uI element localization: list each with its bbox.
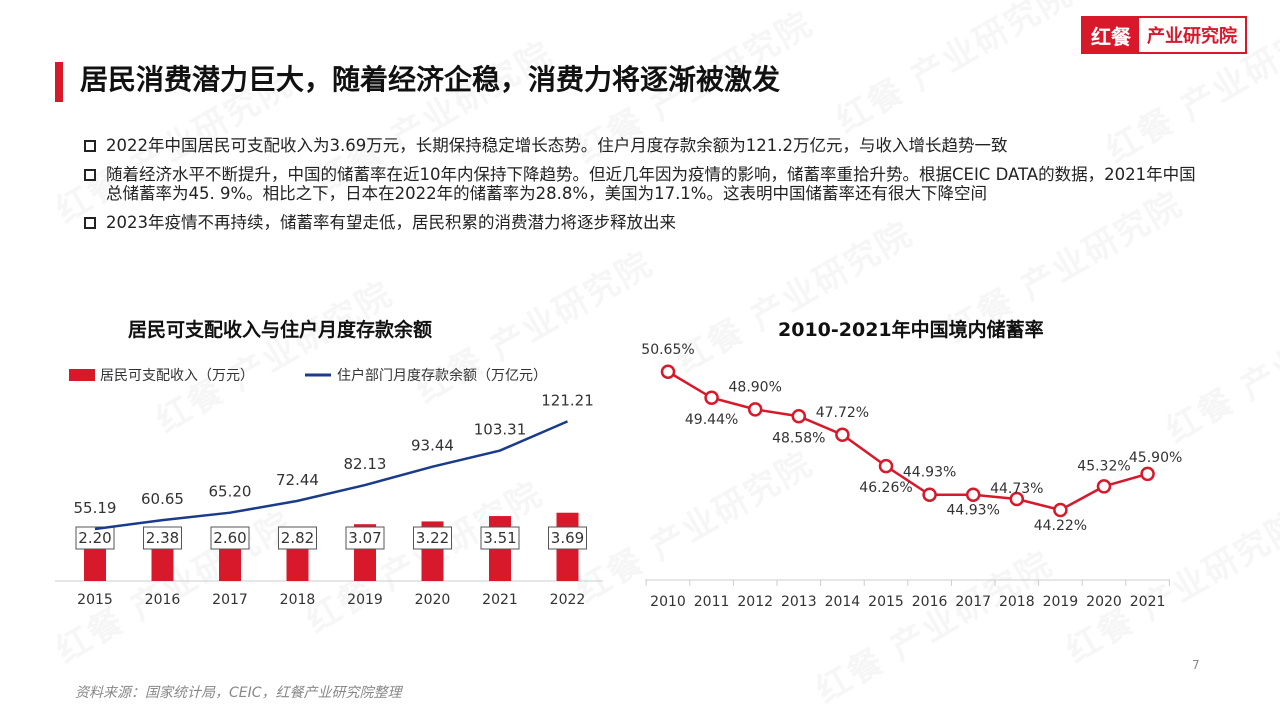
bullet-text: 2023年疫情不再持续，储蓄率有望走低，居民积累的消费潜力将逐步释放出来 xyxy=(106,213,676,232)
x-tick-label: 2015 xyxy=(77,592,113,608)
bar-label-box xyxy=(210,526,250,550)
point-data-label: 44.73% xyxy=(990,481,1043,497)
x-tick-label: 2019 xyxy=(347,592,383,608)
line-data-label: 72.44 xyxy=(276,471,319,489)
x-tick-label: 2017 xyxy=(955,594,991,610)
logo-text: 产业研究院 xyxy=(1139,18,1245,52)
point-data-label: 47.72% xyxy=(816,405,869,421)
line-data-label: 55.19 xyxy=(74,499,117,517)
bullet-text: 2022年中国居民可支配收入为3.69万元，长期保持稳定增长态势。住户月度存款余… xyxy=(106,136,1008,155)
data-point xyxy=(747,402,763,417)
bar-label-box xyxy=(143,526,182,550)
legend-swatch-income xyxy=(69,369,95,381)
line-data-label: 82.13 xyxy=(344,455,387,473)
square-bullet-icon xyxy=(84,140,96,152)
bar-data-label: 3.22 xyxy=(416,529,449,547)
data-point xyxy=(965,487,981,502)
bullet-list: 2022年中国居民可支配收入为3.69万元，长期保持稳定增长态势。住户月度存款余… xyxy=(82,136,1202,242)
page-title: 居民消费潜力巨大，随着经济企稳，消费力将逐渐被激发 xyxy=(80,63,781,96)
bar-data-label: 2.38 xyxy=(146,529,179,547)
data-point xyxy=(704,390,719,406)
line-savings-rate xyxy=(667,370,1148,512)
bar-label-box xyxy=(413,526,452,550)
bar-label-box xyxy=(75,526,115,550)
x-tick-label: 2016 xyxy=(912,594,948,610)
x-tick-label: 2018 xyxy=(280,592,316,608)
bullet-item: 2023年疫情不再持续，储蓄率有望走低，居民积累的消费潜力将逐步释放出来 xyxy=(82,213,1202,232)
bar-label-box xyxy=(345,526,385,550)
bullet-item: 2022年中国居民可支配收入为3.69万元，长期保持稳定增长态势。住户月度存款余… xyxy=(82,136,1202,155)
logo-mark: 红餐 xyxy=(1083,18,1139,52)
point-data-label: 50.65% xyxy=(641,342,694,358)
bar-income xyxy=(84,540,106,581)
data-point xyxy=(660,364,676,380)
bar-data-label: 2.20 xyxy=(78,529,111,547)
x-tick-label: 2012 xyxy=(737,594,773,610)
square-bullet-icon xyxy=(84,169,96,181)
data-point xyxy=(1053,502,1068,518)
data-point xyxy=(878,458,894,474)
title-accent-bar xyxy=(55,62,63,102)
x-tick-label: 2020 xyxy=(415,592,451,608)
x-tick-label: 2019 xyxy=(1043,594,1079,610)
bar-label-box xyxy=(480,526,520,550)
point-data-label: 48.90% xyxy=(729,379,782,395)
brand-logo: 红餐 产业研究院 xyxy=(1081,16,1247,54)
line-data-label: 60.65 xyxy=(141,490,184,508)
bar-data-label: 3.51 xyxy=(483,529,516,547)
point-data-label: 48.58% xyxy=(772,430,825,446)
line-data-label: 121.21 xyxy=(541,391,594,409)
x-tick-label: 2018 xyxy=(999,594,1035,610)
bar-data-label: 3.69 xyxy=(551,529,584,547)
square-bullet-icon xyxy=(84,217,96,229)
x-tick-label: 2010 xyxy=(650,594,686,610)
x-tick-label: 2013 xyxy=(781,594,817,610)
bullet-item: 随着经济水平不断提升，中国的储蓄率在近10年内保持下降趋势。但近几年因为疫情的影… xyxy=(82,165,1202,203)
bar-data-label: 2.82 xyxy=(281,529,314,547)
legend-label-deposit: 住户部门月度存款余额（万亿元） xyxy=(337,367,547,384)
point-data-label: 44.93% xyxy=(947,503,1000,519)
line-data-label: 93.44 xyxy=(411,437,454,455)
source-note: 资料来源：国家统计局，CEIC，红餐产业研究院整理 xyxy=(75,685,402,701)
bar-label-box xyxy=(278,526,317,550)
x-tick-label: 2021 xyxy=(1130,594,1166,610)
x-tick-label: 2011 xyxy=(694,594,730,610)
x-tick-label: 2014 xyxy=(825,594,861,610)
watermark-text: 红餐 产业研究院 xyxy=(829,0,1080,142)
point-data-label: 49.44% xyxy=(685,412,738,428)
x-tick-label: 2020 xyxy=(1086,594,1122,610)
point-data-label: 45.90% xyxy=(1129,450,1182,466)
x-tick-label: 2016 xyxy=(145,592,181,608)
savings-rate-chart: 50.65% 2010 49.44% 2011 48.90% 2012 48.58% 2013… xyxy=(641,342,1182,610)
data-point xyxy=(791,409,807,424)
line-data-label: 103.31 xyxy=(474,421,527,439)
bullet-text: 随着经济水平不断提升，中国的储蓄率在近10年内保持下降趋势。但近几年因为疫情的影… xyxy=(106,165,1196,203)
chart2-title: 2010-2021年中国境内储蓄率 xyxy=(778,319,1044,341)
point-data-label: 44.93% xyxy=(903,465,956,481)
point-data-label: 44.22% xyxy=(1034,518,1087,534)
x-tick-label: 2022 xyxy=(550,592,586,608)
data-point xyxy=(1096,479,1112,494)
data-point xyxy=(1140,466,1155,482)
data-point xyxy=(922,487,937,502)
x-tick-label: 2021 xyxy=(482,592,518,608)
bar-label-box xyxy=(548,526,587,550)
bar-data-label: 2.60 xyxy=(213,529,246,547)
bar-data-label: 3.07 xyxy=(348,529,381,547)
data-point xyxy=(835,427,850,442)
income-deposit-chart: 居民可支配收入（万元） 住户部门月度存款余额（万亿元） 2.20 2015 2.38 20… xyxy=(55,367,603,608)
x-tick-label: 2015 xyxy=(868,594,904,610)
line-data-label: 65.20 xyxy=(209,483,252,501)
chart1-title: 居民可支配收入与住户月度存款余额 xyxy=(128,319,433,341)
legend-label-income: 居民可支配收入（万元） xyxy=(100,368,254,384)
point-data-label: 45.32% xyxy=(1077,458,1130,474)
data-point xyxy=(1009,491,1025,507)
page-number: 7 xyxy=(1192,658,1200,672)
point-data-label: 46.26% xyxy=(859,480,912,496)
line-deposit xyxy=(94,420,568,531)
x-tick-label: 2017 xyxy=(212,592,248,608)
